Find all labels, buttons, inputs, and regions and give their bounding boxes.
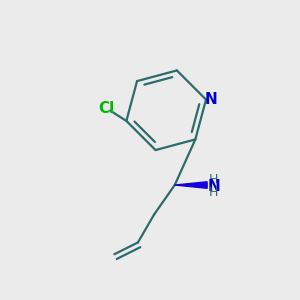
Text: N: N bbox=[205, 92, 218, 107]
Text: Cl: Cl bbox=[98, 101, 115, 116]
Text: H: H bbox=[209, 173, 218, 186]
Text: N: N bbox=[208, 179, 221, 194]
Text: H: H bbox=[209, 186, 218, 199]
Polygon shape bbox=[175, 182, 207, 188]
